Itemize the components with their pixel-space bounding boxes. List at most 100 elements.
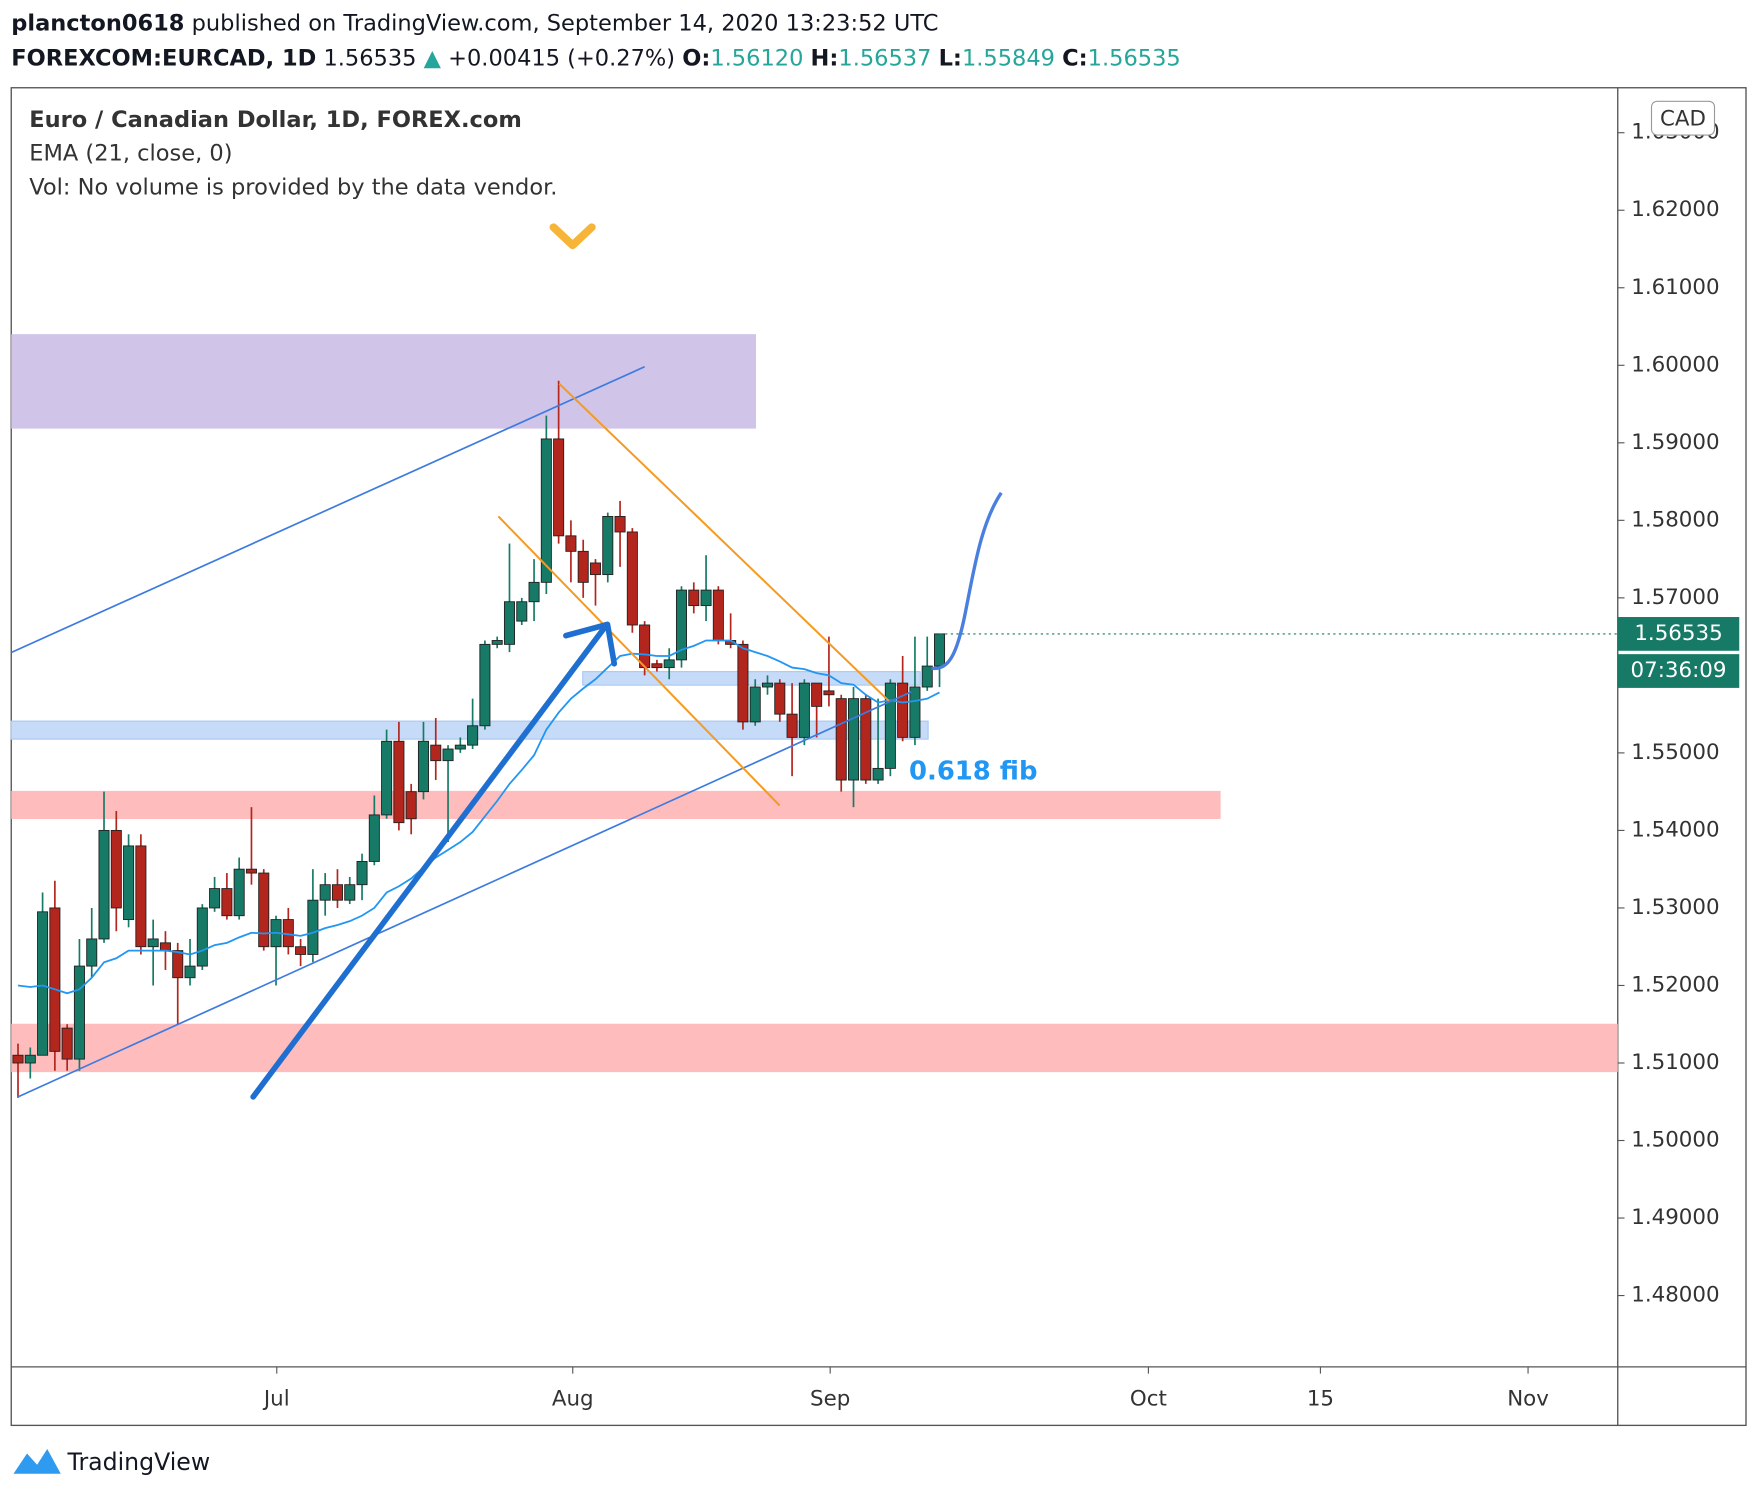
- candle-body: [934, 633, 946, 667]
- y-tick-label: 1.49000: [1631, 1205, 1719, 1230]
- candle-body: [663, 659, 675, 669]
- logo: [13, 1449, 61, 1474]
- candle-body: [430, 744, 442, 762]
- price: 1.56535: [323, 45, 416, 71]
- candle-body: [245, 868, 257, 874]
- candle-body: [614, 516, 626, 533]
- demand-zone: [582, 671, 921, 686]
- candle-body: [135, 845, 147, 948]
- candle-body: [540, 438, 552, 583]
- support-zone: [11, 1023, 1618, 1073]
- candle-body: [73, 965, 85, 1060]
- candle-body: [442, 748, 454, 762]
- candle-body: [835, 698, 847, 781]
- y-tick-label: 1.50000: [1631, 1128, 1719, 1153]
- trend-arrow: [250, 623, 609, 1100]
- publish-line: plancton0618 published on TradingView.co…: [11, 10, 938, 36]
- candle-body: [872, 767, 884, 781]
- candle-body: [737, 643, 749, 723]
- y-tick-label: 1.52000: [1631, 972, 1719, 997]
- candle-body: [700, 589, 712, 607]
- y-tick-label: 1.53000: [1631, 895, 1719, 920]
- candle-body: [761, 682, 774, 688]
- flag-line: [497, 515, 781, 807]
- y-tick-label: 1.62000: [1631, 197, 1719, 222]
- candle-body: [381, 740, 393, 816]
- x-tick-label: 15: [1307, 1387, 1334, 1412]
- candle-body: [147, 938, 159, 948]
- x-tick-label: Oct: [1130, 1387, 1167, 1412]
- candle-body: [393, 740, 405, 824]
- candle-body: [565, 535, 577, 552]
- user: plancton0618: [11, 10, 184, 36]
- candle-body: [860, 698, 872, 781]
- candle-body: [786, 713, 798, 738]
- candle-body: [516, 601, 528, 622]
- candle-body: [454, 744, 466, 750]
- l: 1.55849: [962, 45, 1055, 71]
- candle-body: [626, 531, 638, 626]
- y-tick-label: 1.48000: [1631, 1283, 1719, 1308]
- candle-body: [319, 884, 331, 901]
- candle-body: [553, 438, 565, 537]
- candle-body: [467, 725, 479, 746]
- candle-body: [61, 1027, 73, 1060]
- channel-line: [10, 365, 645, 654]
- ema-line: [17, 639, 940, 995]
- candle-body: [577, 550, 589, 583]
- flag-line: [558, 382, 890, 702]
- candle-body: [774, 682, 786, 715]
- candle-body: [503, 601, 515, 645]
- y-tick-label: 1.57000: [1631, 585, 1719, 610]
- candle-body: [123, 845, 135, 921]
- candle-body: [12, 1054, 24, 1064]
- candle-body: [602, 516, 614, 576]
- o-label: O:: [682, 45, 710, 71]
- c: 1.56535: [1088, 45, 1181, 71]
- candle-body: [344, 884, 356, 901]
- symbol: FOREXCOM:EURCAD, 1D: [11, 45, 316, 71]
- candle-body: [675, 589, 688, 661]
- currency-box: [1650, 100, 1716, 136]
- c-label: C:: [1062, 45, 1088, 71]
- arrow-head: [563, 621, 618, 667]
- candle-body: [49, 907, 61, 1052]
- candle-body: [528, 581, 540, 603]
- y-tick-label: 1.58000: [1631, 507, 1719, 532]
- candle-body: [639, 624, 651, 669]
- candle-body: [37, 911, 49, 1056]
- y-tick-label: 1.51000: [1631, 1050, 1719, 1075]
- candle-body: [24, 1054, 36, 1064]
- brand: TradingView: [67, 1448, 211, 1476]
- x-tick-label: Sep: [810, 1387, 850, 1412]
- countdown: 07:36:09: [1631, 658, 1727, 683]
- candle-body: [221, 888, 233, 917]
- fib-label: 0.618 fib: [909, 756, 1037, 786]
- candle-body: [749, 686, 761, 723]
- candle-body: [491, 640, 503, 645]
- candle-body: [233, 868, 245, 917]
- x-tick-label: Jul: [262, 1387, 290, 1412]
- drawings-front: 0.618 fib: [10, 223, 1037, 1100]
- candle-body: [331, 884, 343, 901]
- candle-body: [909, 686, 921, 738]
- candles: [12, 380, 946, 1098]
- candle-body: [688, 589, 700, 607]
- legend-ema: EMA (21, close, 0): [29, 141, 232, 167]
- candle-body: [258, 872, 270, 948]
- last-price-label: 1.56535: [1634, 621, 1722, 646]
- published: published on TradingView.com, September …: [192, 10, 939, 36]
- y-tick-label: 1.55000: [1631, 740, 1719, 765]
- candle-body: [651, 663, 663, 669]
- legend-title: Euro / Canadian Dollar, 1D, FOREX.com: [29, 107, 522, 133]
- y-tick-label: 1.59000: [1631, 430, 1719, 455]
- last-price-box: [1617, 617, 1740, 651]
- support-zone: [11, 790, 1221, 820]
- resistance-zone: [11, 334, 756, 429]
- candle-body: [98, 829, 110, 940]
- axes: 1.48000 1.49000 1.50000 1.51000 1.52000 1.530…: [262, 120, 1740, 1412]
- candle-body: [209, 888, 221, 909]
- logo-icon: [13, 1449, 61, 1474]
